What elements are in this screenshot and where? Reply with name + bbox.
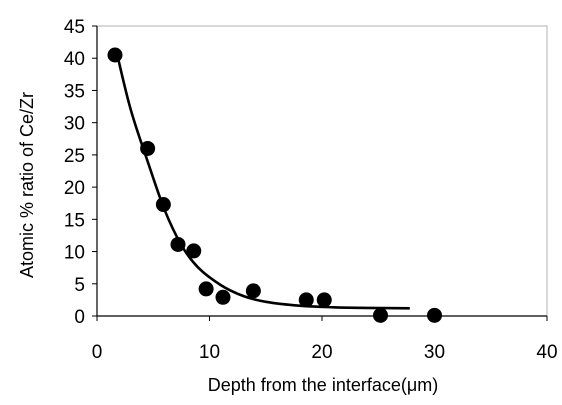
y-tick-label: 20: [64, 178, 85, 199]
x-tick-label: 0: [92, 342, 103, 363]
y-tick-label: 15: [64, 210, 85, 231]
y-tick-label: 25: [64, 146, 85, 167]
y-axis-label: Atomic % ratio of Ce/Zr: [17, 92, 37, 278]
data-point: [198, 281, 214, 297]
data-point: [140, 140, 156, 156]
data-point: [155, 197, 171, 213]
data-point: [427, 307, 442, 323]
data-point: [215, 289, 231, 305]
y-tick-label: 40: [64, 49, 85, 70]
y-tick-label: 45: [64, 17, 85, 38]
x-tick-label: 20: [311, 342, 332, 363]
y-tick-label: 10: [64, 243, 85, 264]
data-point: [373, 307, 388, 323]
x-tick-label: 30: [424, 342, 445, 363]
data-point: [170, 236, 186, 252]
fit-curve: [116, 54, 410, 310]
fit-curve-group: [116, 54, 410, 310]
data-point: [186, 243, 202, 259]
x-tick-label: 10: [199, 342, 220, 363]
x-axis-label: Depth from the interface(μm): [208, 375, 438, 395]
x-tick-label: 40: [536, 342, 557, 363]
plot-area-border: [96, 25, 548, 317]
y-tick-label: 5: [74, 275, 85, 296]
data-point: [245, 283, 261, 299]
data-point: [107, 47, 123, 63]
data-point: [316, 292, 332, 308]
plot-frame: [96, 25, 548, 317]
y-tick-label: 35: [64, 81, 85, 102]
y-tick-label: 0: [74, 307, 85, 328]
data-point: [298, 292, 314, 308]
data-points: [107, 47, 442, 323]
y-tick-label: 30: [64, 114, 85, 135]
x-axis-ticks: 0 10 20 30 40: [92, 316, 558, 363]
y-axis-ticks: 0 5 10 15 20 25 30 35 40 45: [64, 17, 97, 328]
